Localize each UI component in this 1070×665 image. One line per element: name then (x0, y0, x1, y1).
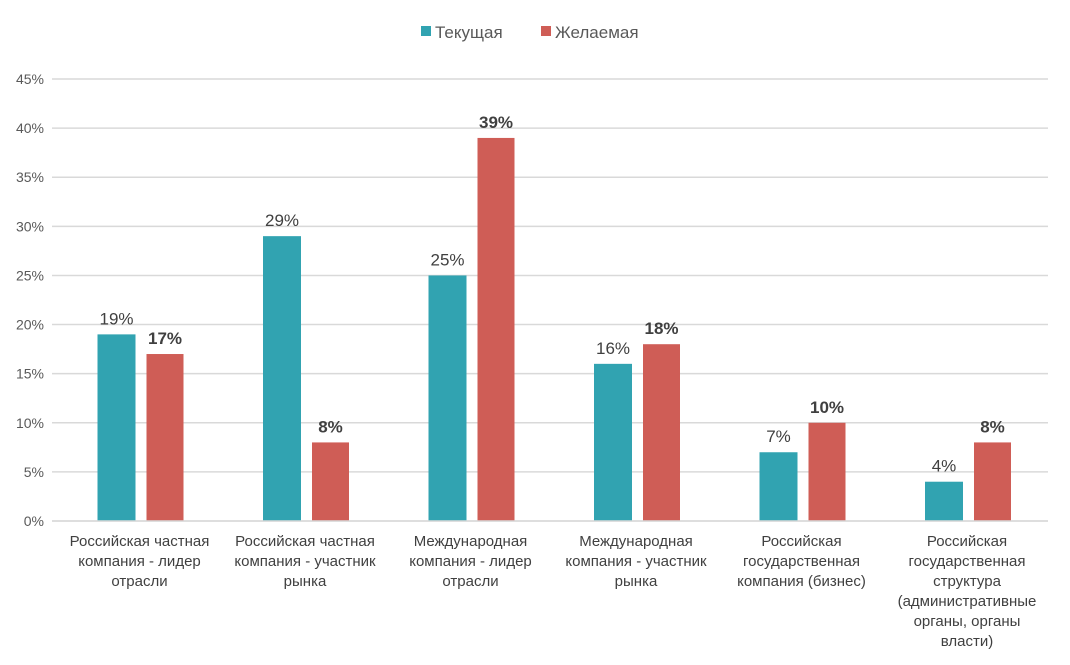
y-tick-label: 25% (16, 267, 44, 283)
y-tick-label: 0% (24, 513, 44, 529)
y-tick-label: 5% (24, 464, 44, 480)
bar-current (759, 452, 798, 521)
x-tick-label: Международная (414, 533, 528, 550)
data-label: 18% (644, 319, 678, 338)
data-label: 29% (265, 211, 299, 230)
legend-label: Желаемая (555, 23, 639, 42)
bar-current (263, 236, 301, 521)
x-tick-label: компания - лидер (78, 553, 201, 570)
y-axis: 0% 5% 10% 15% 20% 25% 30% 35% 40% 45% (16, 71, 44, 529)
data-label: 7% (766, 427, 791, 446)
bar-desired (643, 344, 680, 521)
x-tick-label: компания - участник (565, 553, 707, 570)
x-tick-label: государственная (743, 553, 860, 570)
x-tick-label: компания (бизнес) (737, 573, 866, 590)
x-tick-label: рынка (615, 573, 658, 590)
y-tick-label: 40% (16, 120, 44, 136)
x-tick-label: отрасли (111, 573, 167, 590)
data-label: 19% (99, 309, 133, 328)
legend: Текущая Желаемая (421, 23, 639, 42)
x-tick-label: Российская частная (70, 533, 210, 550)
x-tick-label: рынка (284, 573, 327, 590)
y-tick-label: 30% (16, 218, 44, 234)
bar-current (594, 363, 632, 521)
x-tick-label: Российская частная (235, 533, 375, 550)
bar-desired (146, 354, 184, 521)
bar-desired (974, 442, 1011, 521)
data-label: 8% (318, 417, 343, 436)
x-tick-label: Международная (579, 533, 693, 550)
y-tick-label: 20% (16, 317, 44, 333)
x-tick-label: власти) (941, 633, 993, 650)
x-tick-label: компания - участник (234, 553, 376, 570)
x-tick-label: государственная (909, 553, 1026, 570)
legend-swatch-current (421, 26, 431, 36)
x-axis: Российская частная компания - лидер отрасл… (52, 520, 1048, 650)
data-label: 25% (430, 250, 464, 269)
legend-label: Текущая (435, 23, 503, 42)
x-tick-label: структура (933, 573, 1001, 590)
y-tick-label: 35% (16, 169, 44, 185)
data-label: 4% (932, 457, 957, 476)
bar-desired (808, 422, 846, 521)
data-label: 8% (980, 417, 1005, 436)
data-label: 39% (479, 113, 513, 132)
data-label: 16% (596, 339, 630, 358)
bar-current (925, 481, 963, 521)
y-tick-label: 15% (16, 366, 44, 382)
x-tick-label: компания - лидер (409, 553, 532, 570)
bar-current (97, 334, 136, 521)
bar-desired (477, 137, 515, 521)
data-label: 17% (148, 329, 182, 348)
gridlines (52, 78, 1048, 522)
x-tick-label: отрасли (442, 573, 498, 590)
x-tick-label: Российская (927, 533, 1007, 550)
x-tick-label: Российская (761, 533, 841, 550)
legend-swatch-desired (541, 26, 551, 36)
data-label: 10% (810, 398, 844, 417)
y-tick-label: 45% (16, 71, 44, 87)
y-tick-label: 10% (16, 415, 44, 431)
bar-desired (312, 442, 349, 521)
x-tick-label: (административные (898, 593, 1037, 610)
x-tick-label: органы, органы (914, 613, 1021, 630)
bars: 19% 17% 29% 8% 25% 39% 16% 18% 7% 10% 4% 8% (97, 113, 1011, 521)
bar-current (428, 275, 467, 521)
